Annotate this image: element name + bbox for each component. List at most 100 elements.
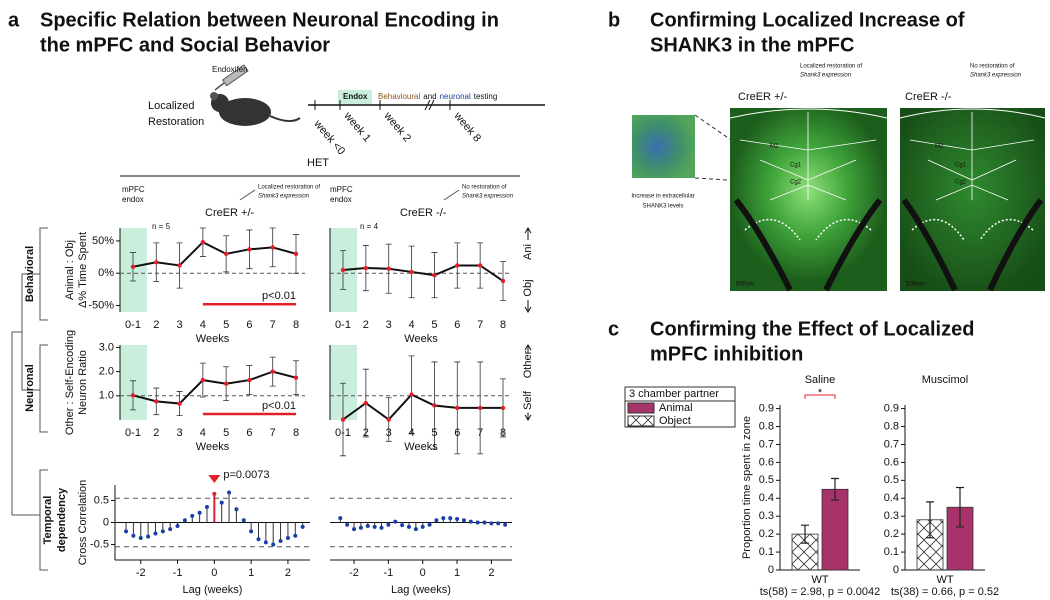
side-label: Obj — [522, 279, 534, 296]
injection-label: Endoxifen — [212, 65, 248, 74]
chart-title: Saline — [805, 374, 836, 386]
line — [342, 264, 504, 282]
marker — [409, 269, 414, 275]
line — [342, 393, 503, 421]
stem-marker — [182, 518, 187, 523]
marker — [293, 251, 299, 257]
stem-marker — [427, 522, 432, 527]
x-tick-label: 0-1 — [335, 319, 351, 331]
stem-marker — [219, 500, 224, 505]
row-bracket — [11, 227, 48, 571]
condition-note: Shank3 expression — [462, 194, 514, 200]
stem-marker — [293, 533, 298, 538]
x-tick-label: 6 — [246, 319, 252, 331]
legend-title: 3 chamber partner — [629, 388, 719, 400]
x-tick-label: 7 — [477, 427, 483, 439]
x-tick-label: 8 — [500, 319, 506, 331]
stem-marker — [393, 519, 398, 524]
significance-label: * — [818, 387, 823, 399]
n-label: n = 4 — [360, 222, 379, 231]
marker — [270, 245, 275, 250]
brain-image — [899, 108, 1046, 292]
y-axis-label: Δ% Time Spent — [77, 232, 89, 308]
error-bar — [831, 477, 839, 501]
x-tick-label: 0-1 — [125, 319, 141, 331]
y-tick-label: 0.8 — [884, 420, 899, 432]
endox-label: mPFC — [330, 185, 353, 194]
x-tick-label: 3 — [177, 319, 183, 331]
stem-marker — [496, 521, 501, 526]
stem-marker — [379, 525, 384, 530]
stem-marker — [190, 513, 195, 518]
y-tick-label: 0.2 — [884, 528, 899, 540]
stem-marker — [212, 491, 217, 496]
marker — [386, 417, 391, 422]
x-tick-label: 0-1 — [125, 427, 141, 439]
chart-title: Muscimol — [922, 374, 968, 386]
marker — [500, 405, 506, 411]
x-tick-label: 6 — [454, 319, 460, 331]
stem-marker — [345, 522, 350, 527]
stem-marker — [153, 531, 158, 536]
stem-marker — [352, 527, 357, 532]
x-axis-label: Lag (weeks) — [391, 584, 451, 596]
stats-label: ts(38) = 0.66, p = 0.52 — [891, 586, 999, 598]
stem-marker — [227, 490, 232, 495]
y-axis-label: Cross Correlation — [77, 480, 89, 566]
x-axis-label: Lag (weeks) — [183, 584, 243, 596]
row-label: Behavioral — [24, 246, 36, 302]
y-tick-label: 0 — [893, 564, 899, 576]
stem-marker — [406, 524, 411, 529]
x-tick-label: -2 — [349, 567, 359, 579]
y-tick-label: 0.3 — [759, 510, 774, 522]
marker — [455, 405, 460, 411]
stem-marker — [468, 519, 473, 524]
x-tick-label: 7 — [477, 319, 483, 331]
y-tick-label: 0.9 — [759, 402, 774, 414]
marker — [477, 405, 483, 411]
y-tick-label: 0.6 — [759, 456, 774, 468]
inset-link — [694, 177, 761, 183]
y-tick-label: 0.2 — [759, 528, 774, 540]
region-label: M2 — [770, 144, 779, 150]
x-tick-label: 0-1 — [335, 427, 351, 439]
x-tick-label: 3 — [177, 427, 183, 439]
legend-swatch — [627, 402, 655, 414]
y-tick-label: 0% — [98, 267, 114, 279]
x-tick-label: 1 — [248, 567, 254, 579]
marker — [223, 381, 229, 386]
x-tick-label: 4 — [409, 319, 415, 331]
x-tick-label: 3 — [386, 427, 392, 439]
marker — [340, 417, 346, 422]
y-axis-label: Proportion time spent in zone — [741, 416, 753, 559]
stem-marker — [249, 529, 254, 534]
x-tick-label: 2 — [363, 427, 369, 439]
stem-marker — [241, 518, 246, 523]
x-tick-label: 5 — [223, 319, 229, 331]
marker — [130, 264, 136, 269]
y-tick-label: 0.1 — [884, 546, 899, 558]
marker — [432, 403, 437, 408]
error-bar — [926, 501, 934, 539]
x-tick-label: -1 — [173, 567, 183, 579]
side-label: Other — [522, 350, 534, 378]
x-tick-label: 5 — [431, 319, 437, 331]
marker — [154, 260, 159, 265]
stem-marker — [285, 535, 290, 540]
panel-letter: b — [608, 9, 620, 31]
stem-marker — [160, 529, 165, 534]
y-tick-label: -50% — [88, 299, 114, 311]
note-arrow — [239, 189, 256, 201]
stem-marker — [124, 529, 129, 534]
x-tick-label: 2 — [285, 567, 291, 579]
y-tick-label: 3.0 — [99, 341, 114, 353]
y-axis-label: Neuron Ratio — [77, 350, 89, 415]
stem-marker — [278, 539, 283, 544]
scale-label: 500um — [736, 282, 754, 288]
endox-label: endox — [330, 195, 352, 204]
x-tick-label: 4 — [200, 319, 206, 331]
row-label: Temporal — [42, 496, 54, 545]
endox-label: mPFC — [122, 185, 145, 194]
y-tick-label: 0.5 — [884, 474, 899, 486]
side-arrow — [524, 344, 532, 421]
